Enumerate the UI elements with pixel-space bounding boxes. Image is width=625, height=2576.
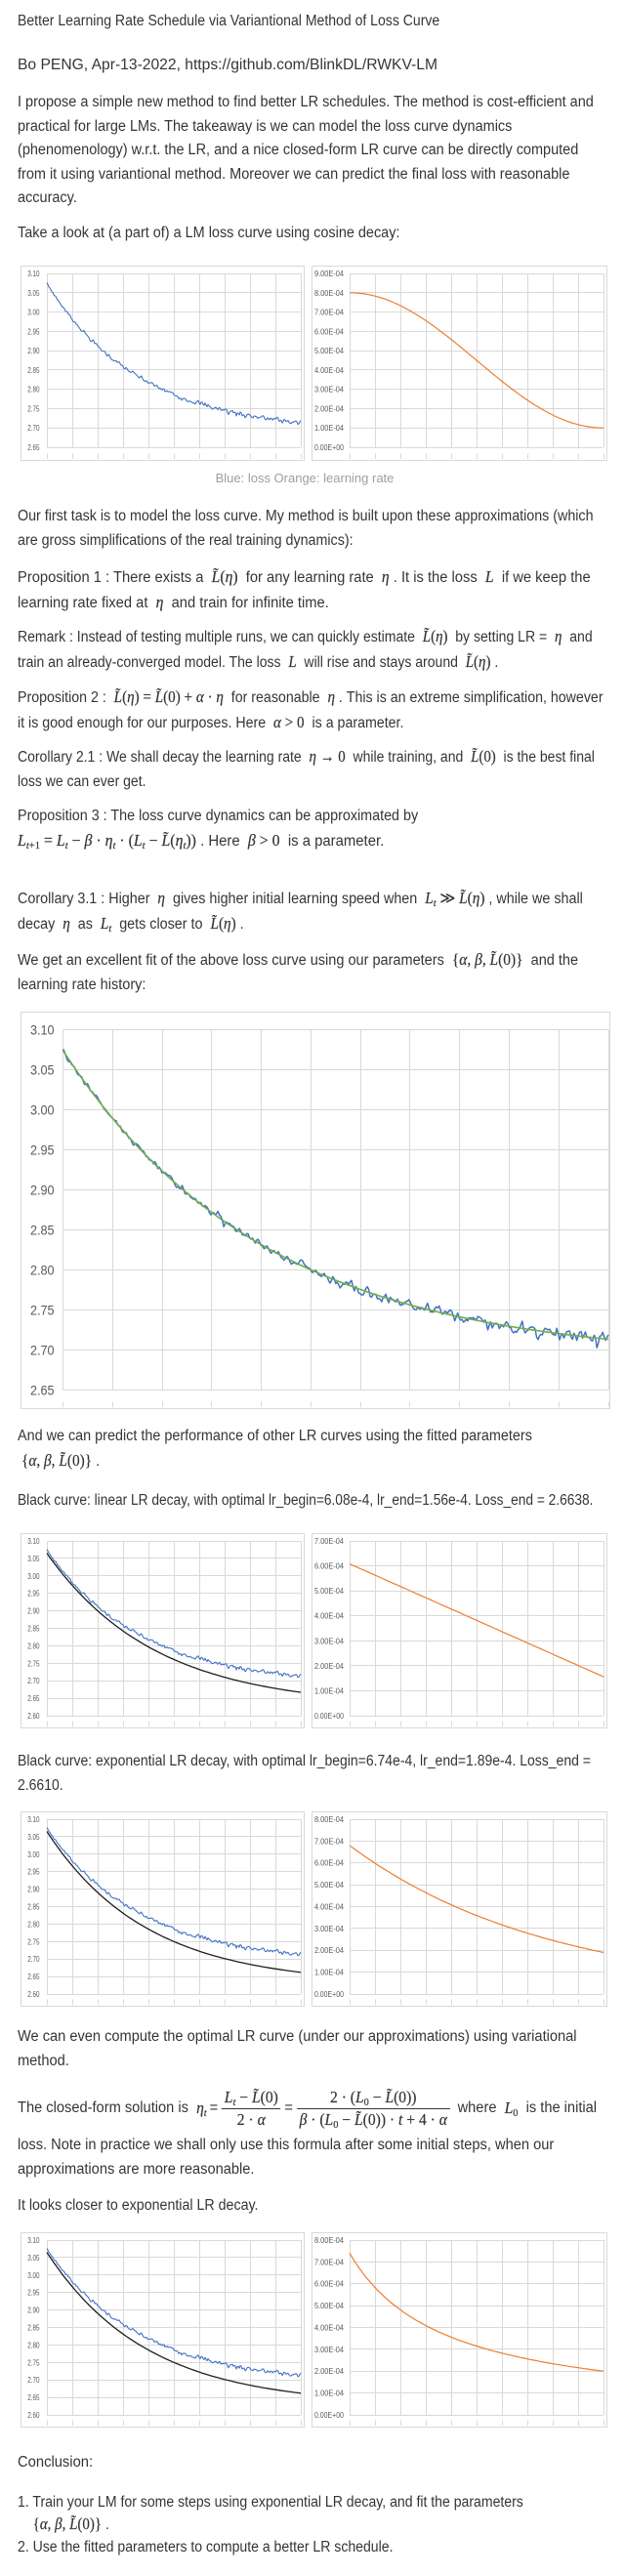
svg-text:2.65: 2.65 <box>27 1693 40 1703</box>
svg-text:2.85: 2.85 <box>27 1624 40 1634</box>
svg-text:1.00E-04: 1.00E-04 <box>314 1685 344 1695</box>
svg-text:5.00E-04: 5.00E-04 <box>314 1586 344 1596</box>
svg-text:2.70: 2.70 <box>27 1676 40 1685</box>
svg-text:0.00E+00: 0.00E+00 <box>314 1989 344 1999</box>
svg-text:2.00E-04: 2.00E-04 <box>314 1661 344 1671</box>
svg-text:2.95: 2.95 <box>27 1589 40 1599</box>
svg-text:2.70: 2.70 <box>30 1342 55 1357</box>
svg-text:1.00E-04: 1.00E-04 <box>314 1968 344 1977</box>
svg-text:9.00E-04: 9.00E-04 <box>314 269 344 278</box>
svg-text:5.00E-04: 5.00E-04 <box>314 1880 344 1890</box>
svg-text:3.00: 3.00 <box>27 1849 40 1859</box>
svg-text:3.10: 3.10 <box>27 2235 40 2245</box>
svg-text:2.80: 2.80 <box>27 2340 40 2349</box>
svg-text:2.95: 2.95 <box>27 326 40 336</box>
svg-text:4.00E-04: 4.00E-04 <box>314 365 344 375</box>
svg-text:3.00E-04: 3.00E-04 <box>314 1924 344 1933</box>
svg-text:2.80: 2.80 <box>30 1262 55 1277</box>
svg-text:3.05: 3.05 <box>30 1061 55 1077</box>
svg-text:7.00E-04: 7.00E-04 <box>314 2257 344 2266</box>
svg-text:3.00: 3.00 <box>27 1571 40 1581</box>
svg-text:2.70: 2.70 <box>27 423 40 433</box>
svg-text:2.75: 2.75 <box>27 1658 40 1668</box>
svg-text:2.60: 2.60 <box>27 1989 40 1999</box>
svg-text:2.90: 2.90 <box>27 346 40 355</box>
svg-text:2.75: 2.75 <box>27 2357 40 2367</box>
svg-text:2.60: 2.60 <box>27 2410 40 2420</box>
svg-text:6.00E-04: 6.00E-04 <box>314 2279 344 2289</box>
svg-text:2.95: 2.95 <box>27 1867 40 1877</box>
svg-text:8.00E-04: 8.00E-04 <box>314 288 344 298</box>
svg-text:2.90: 2.90 <box>27 2306 40 2315</box>
svg-text:8.00E-04: 8.00E-04 <box>314 1814 344 1824</box>
svg-text:4.00E-04: 4.00E-04 <box>314 2323 344 2333</box>
svg-text:8.00E-04: 8.00E-04 <box>314 2235 344 2245</box>
svg-text:2.85: 2.85 <box>27 2323 40 2333</box>
svg-text:6.00E-04: 6.00E-04 <box>314 1858 344 1868</box>
svg-text:0.00E+00: 0.00E+00 <box>314 442 344 452</box>
svg-text:2.85: 2.85 <box>27 365 40 375</box>
svg-text:3.00E-04: 3.00E-04 <box>314 1636 344 1645</box>
svg-text:2.70: 2.70 <box>27 2375 40 2385</box>
svg-text:4.00E-04: 4.00E-04 <box>314 1611 344 1621</box>
svg-text:7.00E-04: 7.00E-04 <box>314 1536 344 1546</box>
svg-text:2.65: 2.65 <box>27 1972 40 1981</box>
svg-text:2.75: 2.75 <box>27 1936 40 1946</box>
svg-text:1.00E-04: 1.00E-04 <box>314 2389 344 2398</box>
svg-text:6.00E-04: 6.00E-04 <box>314 1561 344 1571</box>
svg-text:2.95: 2.95 <box>30 1142 55 1157</box>
svg-text:2.65: 2.65 <box>30 1382 55 1397</box>
svg-text:2.75: 2.75 <box>30 1302 55 1317</box>
svg-text:5.00E-04: 5.00E-04 <box>314 2301 344 2310</box>
svg-text:2.75: 2.75 <box>27 403 40 413</box>
svg-text:2.90: 2.90 <box>27 1606 40 1616</box>
svg-text:2.70: 2.70 <box>27 1954 40 1964</box>
svg-text:3.10: 3.10 <box>27 1536 40 1546</box>
svg-text:3.05: 3.05 <box>27 2253 40 2263</box>
svg-text:0.00E+00: 0.00E+00 <box>314 2410 344 2420</box>
svg-text:2.60: 2.60 <box>27 1711 40 1721</box>
svg-text:0.00E+00: 0.00E+00 <box>314 1711 344 1721</box>
svg-text:2.80: 2.80 <box>27 385 40 395</box>
svg-text:5.00E-04: 5.00E-04 <box>314 346 344 355</box>
svg-text:3.00E-04: 3.00E-04 <box>314 385 344 395</box>
svg-text:2.80: 2.80 <box>27 1641 40 1650</box>
svg-text:6.00E-04: 6.00E-04 <box>314 326 344 336</box>
svg-text:2.95: 2.95 <box>27 2288 40 2298</box>
svg-text:2.90: 2.90 <box>30 1182 55 1197</box>
svg-text:1.00E-04: 1.00E-04 <box>314 423 344 433</box>
svg-text:2.65: 2.65 <box>27 442 40 452</box>
svg-text:2.00E-04: 2.00E-04 <box>314 2366 344 2376</box>
svg-text:3.00E-04: 3.00E-04 <box>314 2345 344 2354</box>
svg-text:2.80: 2.80 <box>27 1919 40 1929</box>
svg-text:2.00E-04: 2.00E-04 <box>314 1945 344 1955</box>
svg-text:2.65: 2.65 <box>27 2392 40 2402</box>
svg-text:3.00: 3.00 <box>27 2270 40 2280</box>
svg-text:3.10: 3.10 <box>27 1814 40 1824</box>
svg-text:2.85: 2.85 <box>30 1222 55 1237</box>
svg-text:7.00E-04: 7.00E-04 <box>314 1836 344 1846</box>
svg-text:3.05: 3.05 <box>27 1832 40 1842</box>
svg-text:3.10: 3.10 <box>30 1021 55 1037</box>
svg-text:2.85: 2.85 <box>27 1902 40 1912</box>
svg-text:7.00E-04: 7.00E-04 <box>314 308 344 317</box>
svg-text:3.05: 3.05 <box>27 1554 40 1563</box>
svg-text:4.00E-04: 4.00E-04 <box>314 1902 344 1912</box>
svg-text:2.90: 2.90 <box>27 1885 40 1894</box>
svg-text:3.05: 3.05 <box>27 288 40 298</box>
svg-text:3.10: 3.10 <box>27 269 40 278</box>
svg-text:3.00: 3.00 <box>27 308 40 317</box>
svg-text:3.00: 3.00 <box>30 1101 55 1117</box>
svg-text:2.00E-04: 2.00E-04 <box>314 403 344 413</box>
